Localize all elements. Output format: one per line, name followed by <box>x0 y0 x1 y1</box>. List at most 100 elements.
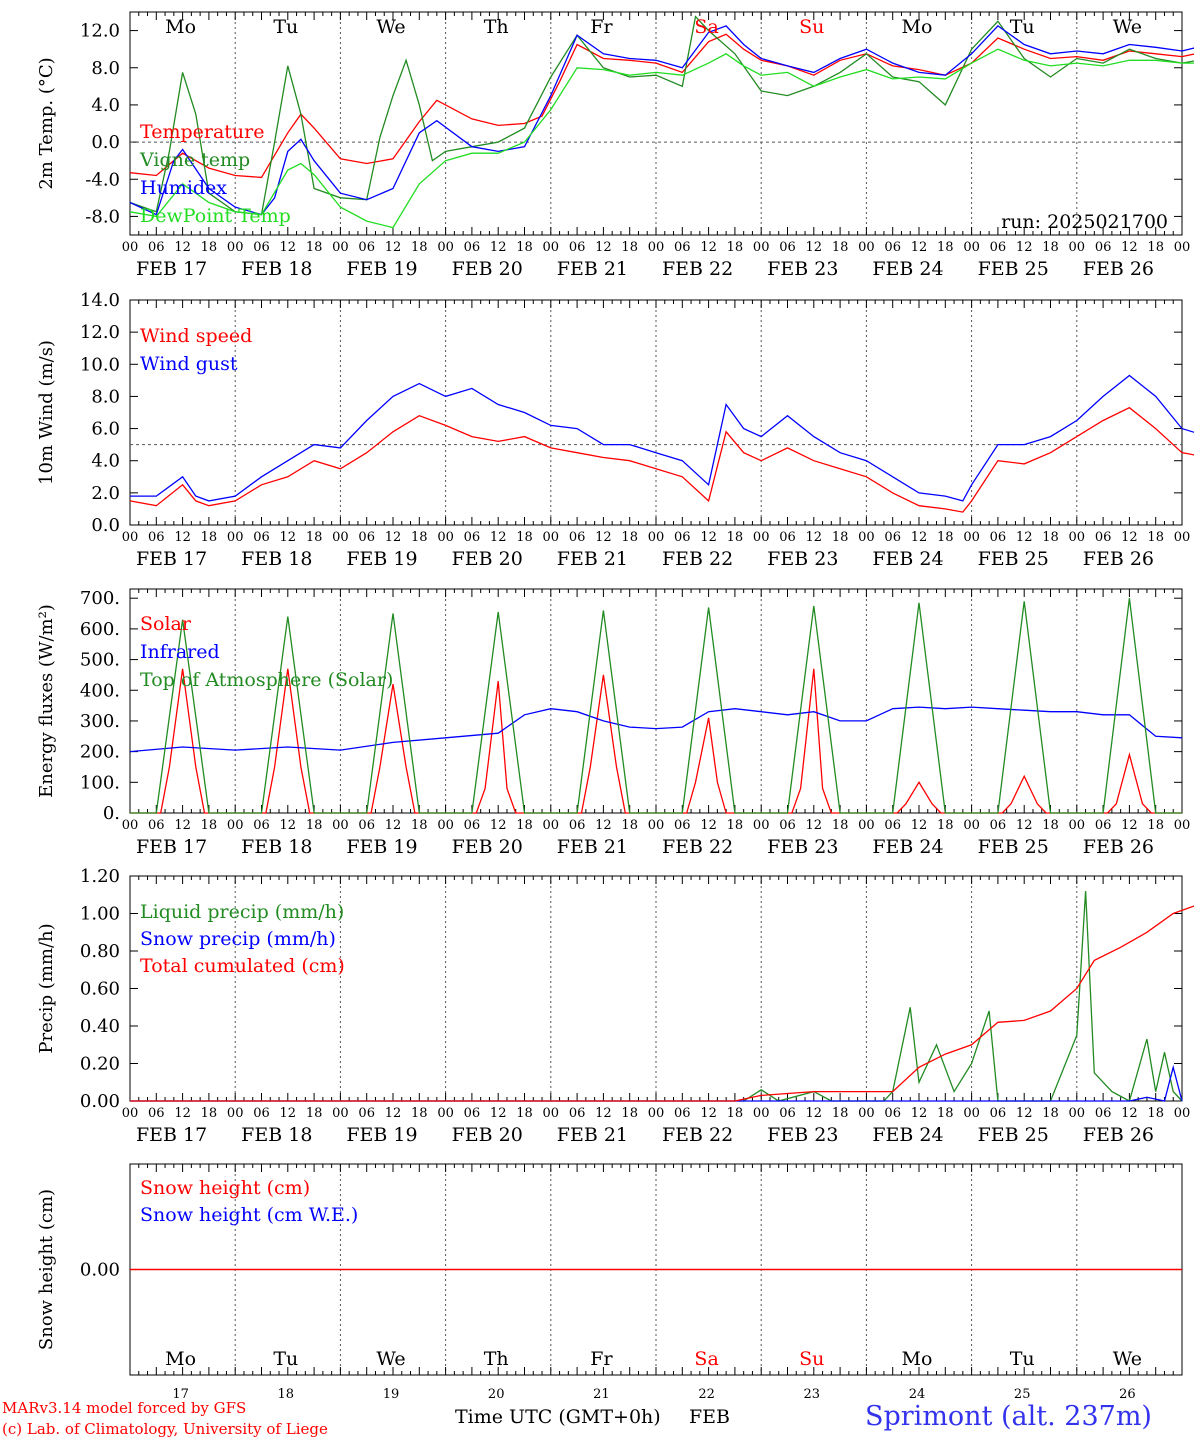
hour-label: 18 <box>201 1106 218 1121</box>
day-number-label: 24 <box>909 1387 926 1402</box>
y-axis-label: Precip (mm/h) <box>36 923 57 1053</box>
hour-label: 18 <box>306 530 323 545</box>
weekday-label: Mo <box>165 1348 196 1370</box>
x-axis-title: Time UTC (GMT+0h) <box>455 1406 661 1428</box>
y-tick-label: 200. <box>80 742 120 763</box>
x-axis-month: FEB <box>689 1406 731 1428</box>
hour-label: 12 <box>1121 530 1138 545</box>
hour-label: 12 <box>806 530 823 545</box>
date-label: FEB 20 <box>452 548 523 570</box>
hour-label: 00 <box>227 240 244 255</box>
hour-label: 12 <box>385 530 402 545</box>
day-number-label: 22 <box>698 1387 715 1402</box>
series-line-dewpoint-temp <box>129 48 1194 229</box>
y-tick-label: -8.0 <box>85 206 120 227</box>
date-label: FEB 22 <box>662 1124 733 1146</box>
hour-label: 06 <box>779 1106 796 1121</box>
date-label: FEB 25 <box>978 1124 1049 1146</box>
hour-label: 12 <box>490 530 507 545</box>
hour-label: 00 <box>753 818 770 833</box>
date-label: FEB 18 <box>241 548 312 570</box>
hour-label: 12 <box>280 240 297 255</box>
hour-label: 18 <box>1147 818 1164 833</box>
date-label: FEB 22 <box>662 548 733 570</box>
hour-label: 12 <box>806 818 823 833</box>
hour-label: 12 <box>1016 240 1033 255</box>
y-tick-label: 0.60 <box>80 979 120 1000</box>
date-label: FEB 21 <box>557 548 628 570</box>
weekday-label: Sa <box>694 1348 718 1370</box>
hour-label: 18 <box>1042 818 1059 833</box>
legend-entry: Top of Atmosphere (Solar) <box>140 669 393 691</box>
hour-label: 18 <box>727 818 744 833</box>
hour-label: 12 <box>806 1106 823 1121</box>
hour-label: 06 <box>990 530 1007 545</box>
weekday-label: Th <box>484 16 509 38</box>
hour-label: 12 <box>174 240 191 255</box>
hour-label: 12 <box>490 1106 507 1121</box>
hour-label: 18 <box>1147 530 1164 545</box>
date-label: FEB 23 <box>767 258 838 280</box>
legend-entry: Vigne temp <box>139 149 250 171</box>
hour-label: 00 <box>1069 1106 1086 1121</box>
y-tick-label: 0.0 <box>91 515 120 536</box>
weekday-label: We <box>1113 1348 1142 1370</box>
hour-label: 00 <box>122 530 139 545</box>
hour-label: 18 <box>937 240 954 255</box>
hour-label: 18 <box>516 530 533 545</box>
hour-label: 18 <box>937 1106 954 1121</box>
y-tick-label: 4.0 <box>91 451 120 472</box>
hour-label: 18 <box>832 240 849 255</box>
day-number-label: 17 <box>172 1387 189 1402</box>
hour-label: 06 <box>990 818 1007 833</box>
date-label: FEB 19 <box>346 1124 417 1146</box>
weekday-label: Tu <box>1010 16 1035 38</box>
hour-label: 06 <box>358 818 375 833</box>
hour-label: 12 <box>280 1106 297 1121</box>
day-number-label: 19 <box>383 1387 400 1402</box>
series-line-snow-precip-mm-h- <box>130 1064 1183 1102</box>
date-label: FEB 21 <box>557 836 628 858</box>
hour-label: 00 <box>437 818 454 833</box>
y-axis-label: Snow height (cm) <box>36 1189 57 1350</box>
date-label: FEB 20 <box>452 836 523 858</box>
hour-label: 18 <box>832 530 849 545</box>
y-tick-label: 0.00 <box>80 1091 120 1112</box>
hour-label: 06 <box>464 1106 481 1121</box>
legend-entry: DewPoint Temp <box>140 205 291 227</box>
hour-label: 00 <box>1069 818 1086 833</box>
y-tick-label: 12.0 <box>80 21 120 42</box>
hour-label: 06 <box>148 240 165 255</box>
hour-label: 12 <box>595 530 612 545</box>
hour-label: 00 <box>543 1106 560 1121</box>
hour-label: 06 <box>674 1106 691 1121</box>
hour-label: 18 <box>201 818 218 833</box>
hour-label: 06 <box>464 240 481 255</box>
hour-label: 12 <box>595 1106 612 1121</box>
hour-label: 18 <box>937 530 954 545</box>
hour-label: 00 <box>648 818 665 833</box>
legend-entry: Infrared <box>140 641 220 663</box>
hour-label: 12 <box>1121 818 1138 833</box>
hour-label: 06 <box>884 240 901 255</box>
hour-label: 00 <box>963 1106 980 1121</box>
hour-label: 06 <box>253 1106 270 1121</box>
weekday-label: Mo <box>165 16 196 38</box>
date-label: FEB 23 <box>767 1124 838 1146</box>
hour-label: 00 <box>858 240 875 255</box>
date-label: FEB 23 <box>767 548 838 570</box>
hour-label: 12 <box>385 818 402 833</box>
date-label: FEB 17 <box>136 548 207 570</box>
weekday-label: Tu <box>273 16 298 38</box>
hour-label: 18 <box>832 818 849 833</box>
date-label: FEB 21 <box>557 1124 628 1146</box>
y-tick-label: 4.0 <box>91 95 120 116</box>
hour-label: 00 <box>858 1106 875 1121</box>
hour-label: 00 <box>543 530 560 545</box>
hour-label: 00 <box>1174 1106 1191 1121</box>
y-tick-label: 12.0 <box>80 322 120 343</box>
hour-label: 06 <box>674 818 691 833</box>
hour-label: 18 <box>1042 240 1059 255</box>
hour-label: 12 <box>174 530 191 545</box>
hour-label: 18 <box>306 1106 323 1121</box>
